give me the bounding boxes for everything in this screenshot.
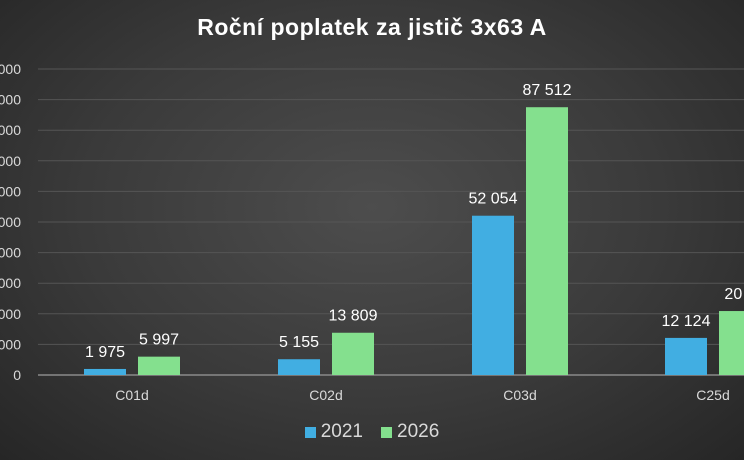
data-label: 87 512 — [523, 82, 572, 99]
bar-2021-C01d — [84, 368, 126, 375]
y-tick-label: 50 000 — [0, 214, 21, 230]
data-label: 5 155 — [279, 334, 319, 351]
bar-2026-C02d — [332, 332, 374, 375]
y-tick-label: 60 000 — [0, 183, 21, 199]
y-tick-label: 0 — [13, 367, 21, 383]
legend: 2021 2026 — [0, 421, 744, 443]
y-tick-label: 70 000 — [0, 153, 21, 169]
data-label: 20 9 — [724, 286, 744, 303]
legend-swatch-2021 — [304, 426, 316, 438]
bar-2021-C02d — [278, 359, 320, 375]
legend-label-2026: 2026 — [397, 421, 440, 442]
x-tick-label: C25d — [696, 387, 729, 403]
data-label: 1 975 — [85, 344, 125, 361]
legend-label-2021: 2021 — [320, 421, 363, 442]
data-label: 13 809 — [329, 308, 378, 325]
x-tick-label: C01d — [115, 387, 148, 403]
bar-2026-C03d — [526, 107, 568, 375]
y-tick-label: 90 000 — [0, 92, 21, 108]
y-tick-label: 100 000 — [0, 61, 21, 77]
legend-swatch-2026 — [381, 426, 392, 438]
data-label: 52 054 — [469, 191, 518, 208]
y-tick-label: 10 000 — [0, 336, 21, 352]
y-tick-label: 80 000 — [0, 122, 21, 138]
chart-title: Roční poplatek za jistič 3x63 A — [197, 14, 547, 40]
x-tick-label: C03d — [503, 387, 536, 403]
data-label: 5 997 — [139, 332, 179, 349]
legend-item-2021: 2021 — [304, 421, 363, 443]
legend-item-2026: 2026 — [381, 421, 439, 443]
y-tick-label: 40 000 — [0, 245, 21, 261]
bar-2026-C25d — [719, 311, 744, 375]
x-tick-label: C02d — [309, 387, 342, 403]
bar-2021-C25d — [665, 337, 707, 375]
y-tick-label: 20 000 — [0, 306, 21, 322]
bar-2021-C03d — [472, 215, 514, 375]
data-label: 12 124 — [662, 313, 711, 330]
y-tick-label: 30 000 — [0, 275, 21, 291]
bar-2026-C01d — [138, 356, 180, 375]
